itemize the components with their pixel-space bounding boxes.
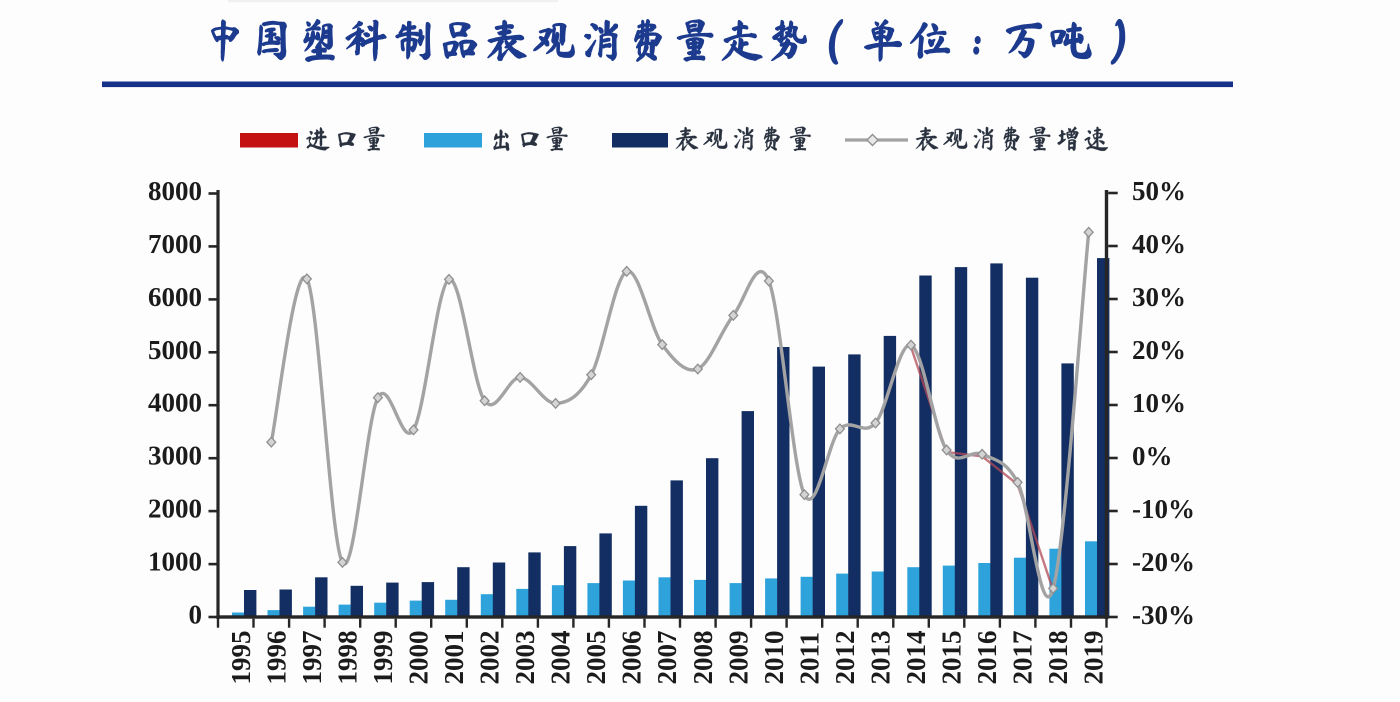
svg-text:0%: 0% [1132, 441, 1173, 471]
svg-text:2008: 2008 [688, 631, 718, 685]
svg-text:-10%: -10% [1132, 494, 1195, 524]
svg-text:2005: 2005 [581, 631, 611, 685]
svg-text:2018: 2018 [1043, 631, 1073, 685]
svg-text:2015: 2015 [937, 631, 967, 685]
svg-text:6000: 6000 [148, 282, 202, 312]
svg-text:7000: 7000 [148, 229, 202, 259]
svg-text:1996: 1996 [261, 631, 291, 685]
svg-text:8000: 8000 [148, 176, 202, 206]
svg-text:2010: 2010 [759, 631, 789, 685]
svg-text:2016: 2016 [972, 631, 1002, 685]
svg-text:2012: 2012 [830, 631, 860, 685]
svg-text:1995: 1995 [226, 631, 256, 685]
svg-text:50%: 50% [1132, 176, 1186, 206]
svg-text:2019: 2019 [1079, 631, 1109, 685]
svg-text:2003: 2003 [510, 631, 540, 685]
svg-text:2001: 2001 [439, 631, 469, 685]
svg-text:30%: 30% [1132, 282, 1186, 312]
svg-text:2000: 2000 [404, 631, 434, 685]
svg-text:2009: 2009 [723, 631, 753, 685]
svg-text:2014: 2014 [901, 631, 931, 685]
svg-text:2006: 2006 [617, 631, 647, 685]
svg-text:2011: 2011 [794, 632, 824, 685]
svg-text:5000: 5000 [148, 335, 202, 365]
svg-text:-30%: -30% [1132, 600, 1195, 630]
svg-text:2007: 2007 [652, 631, 682, 685]
svg-text:1999: 1999 [368, 631, 398, 685]
svg-text:2004: 2004 [546, 631, 576, 685]
svg-text:2013: 2013 [866, 631, 896, 685]
svg-text:2002: 2002 [475, 631, 505, 685]
svg-text:1997: 1997 [297, 631, 327, 685]
svg-text:4000: 4000 [148, 388, 202, 418]
svg-text:1000: 1000 [148, 547, 202, 577]
svg-text:20%: 20% [1132, 335, 1186, 365]
svg-text:40%: 40% [1132, 229, 1186, 259]
svg-text:3000: 3000 [148, 441, 202, 471]
svg-text:1998: 1998 [332, 631, 362, 685]
svg-text:0: 0 [189, 600, 203, 630]
svg-text:10%: 10% [1132, 388, 1186, 418]
svg-text:-20%: -20% [1132, 547, 1195, 577]
svg-text:2000: 2000 [148, 494, 202, 524]
svg-text:2017: 2017 [1008, 631, 1038, 685]
